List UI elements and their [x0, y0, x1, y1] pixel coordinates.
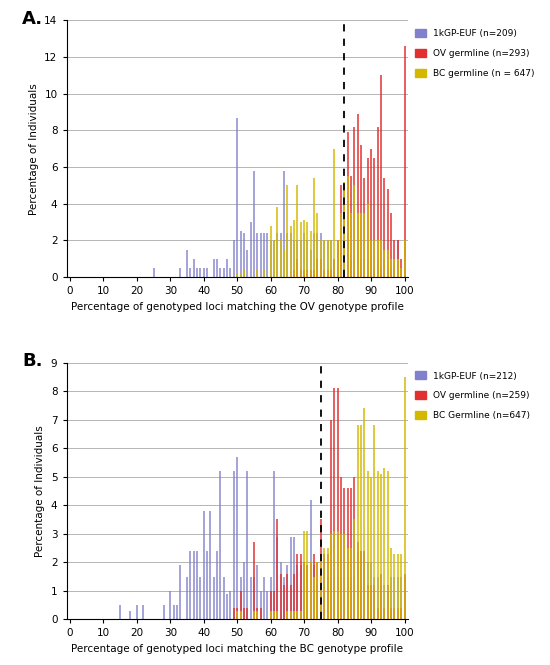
Text: A.: A.	[22, 10, 43, 28]
Legend: 1kGP-EUF (n=212), OV germline (n=259), BC Germline (n=647): 1kGP-EUF (n=212), OV germline (n=259), B…	[411, 368, 534, 424]
Y-axis label: Percentage of Individuals: Percentage of Individuals	[35, 425, 45, 557]
X-axis label: Percentage of genotyped loci matching the OV genotype profile: Percentage of genotyped loci matching th…	[71, 302, 404, 312]
Legend: 1kGP-EUF (n=209), OV germline (n=293), BC germline (n = 647): 1kGP-EUF (n=209), OV germline (n=293), B…	[411, 25, 538, 82]
Y-axis label: Percentage of Individuals: Percentage of Individuals	[29, 83, 38, 215]
X-axis label: Percentage of genotyped loci matching the BC genotype profile: Percentage of genotyped loci matching th…	[71, 644, 403, 654]
Text: B.: B.	[22, 352, 43, 370]
